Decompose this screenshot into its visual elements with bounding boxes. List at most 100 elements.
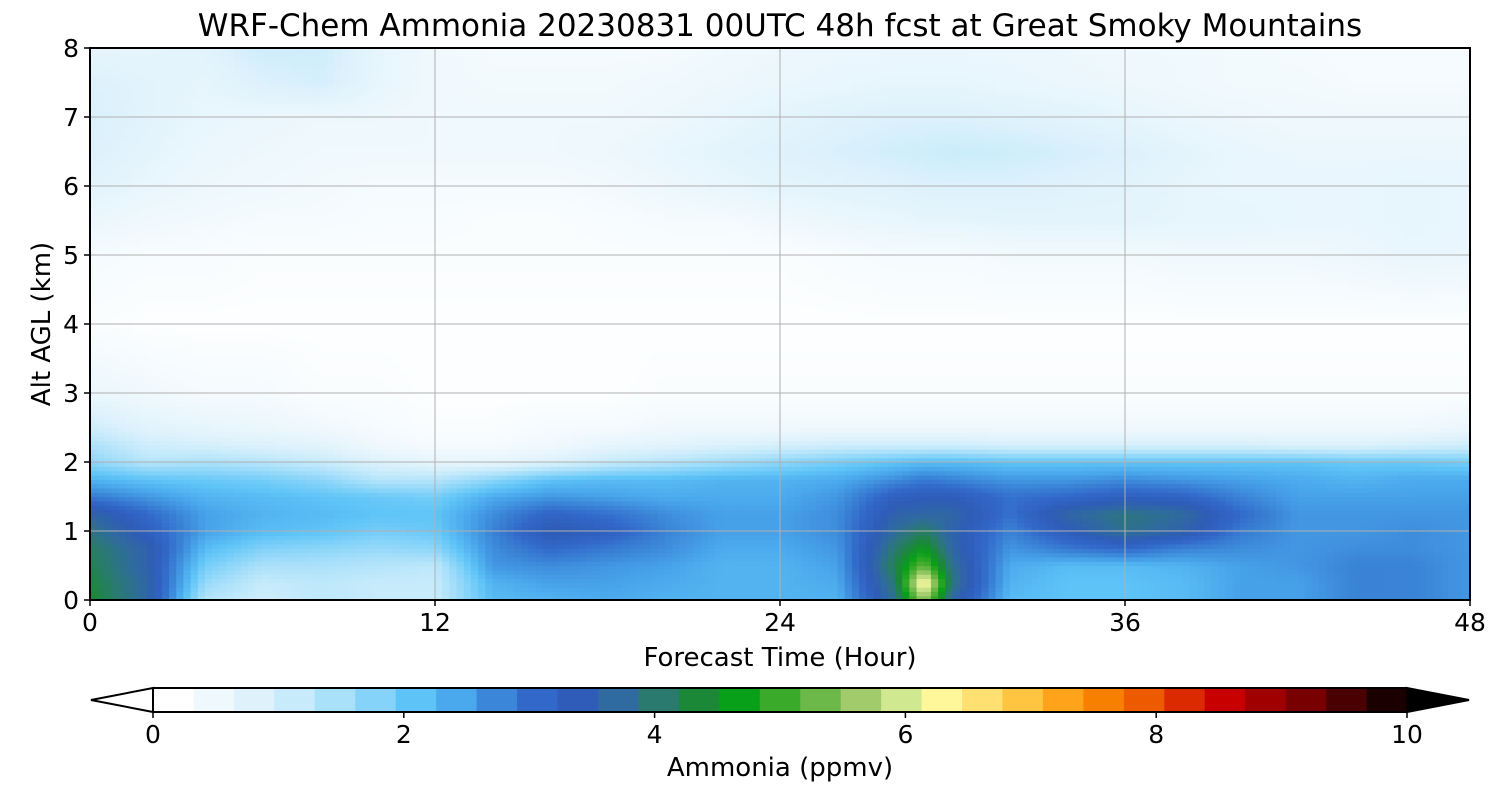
heatmap-cell (773, 583, 781, 588)
heatmap-cell (536, 587, 544, 592)
heatmap-cell (277, 578, 285, 583)
heatmap-cell (1305, 570, 1313, 575)
heatmap-cell (1003, 578, 1011, 583)
heatmap-cell (270, 578, 278, 583)
heatmap-cell (967, 587, 975, 592)
heatmap-cell (809, 574, 817, 579)
heatmap-cell (1312, 574, 1320, 579)
heatmap-cell (687, 553, 695, 558)
heatmap-cell (838, 570, 846, 575)
heatmap-cell (320, 591, 328, 596)
heatmap-cell (191, 587, 199, 592)
heatmap-cell (1118, 570, 1126, 575)
heatmap-cell (981, 574, 989, 579)
heatmap-cell (600, 587, 608, 592)
heatmap-cell (219, 570, 227, 575)
heatmap-cell (809, 583, 817, 588)
heatmap-cell (1369, 578, 1377, 583)
heatmap-cell (1218, 566, 1226, 571)
heatmap-cell (838, 591, 846, 596)
heatmap-cell (255, 566, 263, 571)
heatmap-cell (1405, 561, 1413, 566)
heatmap-cell (730, 557, 738, 562)
heatmap-cell (730, 574, 738, 579)
heatmap-cell (608, 557, 616, 562)
heatmap-cell (291, 557, 299, 562)
heatmap-cell (219, 566, 227, 571)
heatmap-cell (514, 561, 522, 566)
heatmap-cell (205, 557, 213, 562)
heatmap-cell (550, 574, 558, 579)
heatmap-cell (406, 574, 414, 579)
heatmap-cell (859, 570, 867, 575)
heatmap-cell (514, 557, 522, 562)
heatmap-cell (859, 557, 867, 562)
heatmap-cell (586, 561, 594, 566)
heatmap-cell (981, 587, 989, 592)
heatmap-cell (1204, 591, 1212, 596)
heatmap-cell (1190, 557, 1198, 562)
heatmap-cell (140, 566, 148, 571)
heatmap-cell (1010, 583, 1018, 588)
heatmap-cell (1125, 566, 1133, 571)
heatmap-cell (1262, 570, 1270, 575)
heatmap-cell (715, 557, 723, 562)
heatmap-cell (349, 583, 357, 588)
heatmap-cell (1226, 566, 1234, 571)
heatmap-cell (866, 583, 874, 588)
heatmap-cell (162, 570, 170, 575)
heatmap-cell (1434, 574, 1442, 579)
heatmap-cell (277, 566, 285, 571)
heatmap-cell (1060, 574, 1068, 579)
heatmap-cell (1060, 591, 1068, 596)
heatmap-cell (780, 578, 788, 583)
heatmap-cell (205, 583, 213, 588)
heatmap-cell (931, 578, 939, 583)
heatmap-cell (191, 574, 199, 579)
heatmap-cell (162, 566, 170, 571)
heatmap-cell (953, 587, 961, 592)
heatmap-cell (636, 557, 644, 562)
heatmap-cell (996, 561, 1004, 566)
heatmap-cell (270, 553, 278, 558)
heatmap-cell (615, 566, 623, 571)
heatmap-cell (830, 583, 838, 588)
heatmap-cell (1441, 574, 1449, 579)
heatmap-cell (701, 570, 709, 575)
heatmap-cell (162, 557, 170, 562)
heatmap-cell (960, 570, 968, 575)
heatmap-cell (457, 591, 465, 596)
heatmap-cell (234, 561, 242, 566)
heatmap-cell (399, 583, 407, 588)
heatmap-cell (399, 557, 407, 562)
heatmap-cell (507, 583, 515, 588)
heatmap-cell (1211, 578, 1219, 583)
heatmap-cell (1434, 587, 1442, 592)
heatmap-cell (802, 570, 810, 575)
heatmap-cell (557, 574, 565, 579)
heatmap-cell (953, 553, 961, 558)
heatmap-cell (1233, 583, 1241, 588)
heatmap-cell (313, 570, 321, 575)
heatmap-cell (291, 591, 299, 596)
heatmap-cell (241, 583, 249, 588)
heatmap-cell (967, 570, 975, 575)
heatmap-cell (90, 566, 98, 571)
heatmap-cell (600, 574, 608, 579)
heatmap-cell (406, 553, 414, 558)
chart-figure: WRF-Chem Ammonia 20230831 00UTC 48h fcst… (0, 0, 1500, 800)
heatmap-cell (306, 561, 314, 566)
heatmap-cell (572, 578, 580, 583)
heatmap-cell (737, 591, 745, 596)
heatmap-cell (665, 574, 673, 579)
heatmap-cell (356, 553, 364, 558)
heatmap-cell (1276, 587, 1284, 592)
heatmap-cell (234, 553, 242, 558)
heatmap-cell (1168, 561, 1176, 566)
heatmap-cell (1068, 587, 1076, 592)
heatmap-cell (823, 591, 831, 596)
heatmap-cell (895, 587, 903, 592)
heatmap-cell (1305, 561, 1313, 566)
heatmap-cell (449, 591, 457, 596)
heatmap-cell (198, 553, 206, 558)
